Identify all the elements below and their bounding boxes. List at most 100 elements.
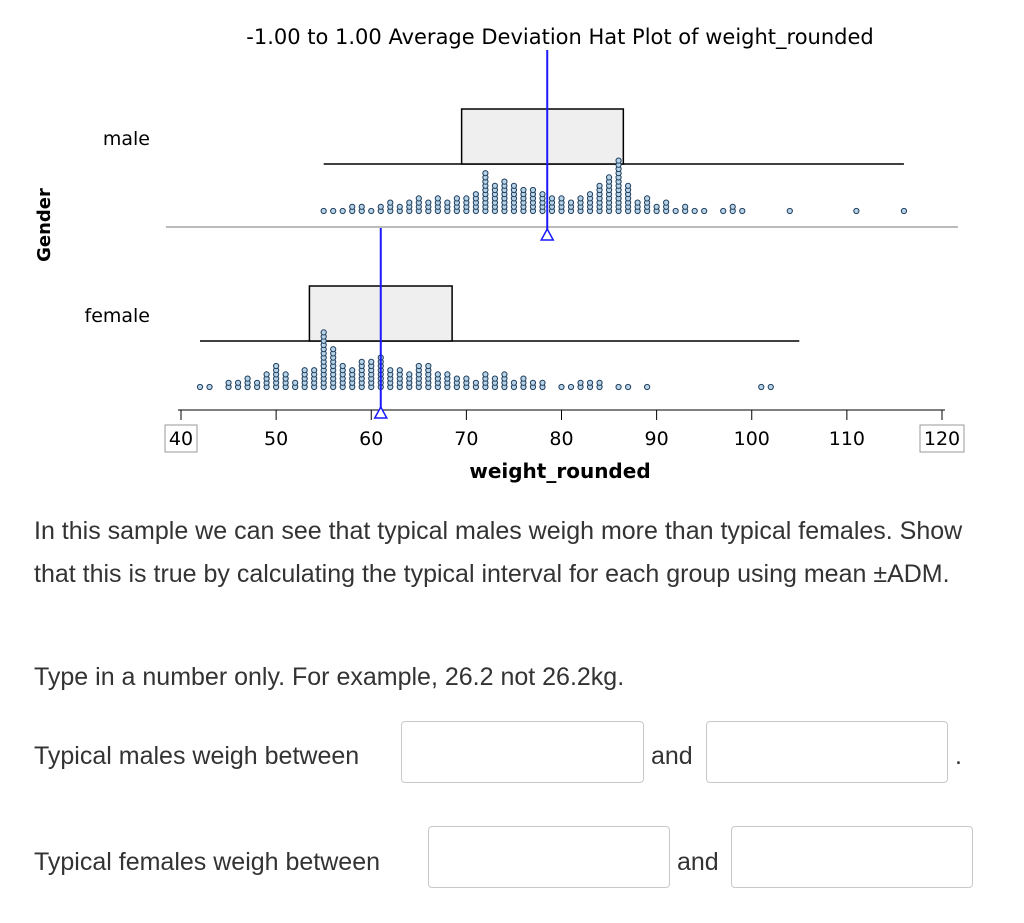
y-axis-label: Gender [34, 188, 55, 262]
instruction-paragraph: Type in a number only. For example, 26.2… [34, 663, 625, 691]
data-point [349, 367, 356, 374]
data-point [482, 170, 489, 177]
data-point [615, 157, 622, 164]
x-tick-label: 110 [829, 428, 865, 450]
data-point [387, 367, 394, 374]
males-label: Typical males weigh between [34, 742, 360, 770]
x-tick-label: 40 [169, 428, 193, 450]
data-point [358, 203, 365, 210]
data-point [234, 379, 242, 386]
data-point [701, 207, 708, 215]
females-label: Typical females weigh between [34, 848, 381, 876]
data-point [539, 191, 546, 198]
hat-plot-chart: -1.00 to 1.00 Average Deviation Hat Plot… [34, 25, 965, 483]
group-label-female: female [85, 305, 151, 327]
data-point [453, 195, 460, 202]
data-point [682, 203, 689, 210]
female-upper-input[interactable] [731, 826, 973, 888]
data-point [501, 178, 508, 185]
x-tick-label: 50 [264, 428, 288, 450]
x-tick-label: 90 [645, 428, 669, 450]
data-point [758, 383, 765, 391]
data-point [491, 375, 499, 382]
data-point [225, 379, 232, 386]
data-point [596, 379, 603, 386]
data-point [767, 383, 774, 391]
group-label-male: male [103, 128, 150, 150]
data-point [548, 195, 556, 202]
data-point [434, 371, 441, 378]
data-point [273, 362, 280, 370]
data-point [425, 362, 432, 370]
data-point [720, 207, 727, 215]
data-point [415, 362, 422, 370]
data-point [434, 195, 441, 202]
data-point [472, 191, 479, 198]
data-point [529, 186, 537, 194]
data-point [634, 199, 641, 206]
data-point [358, 358, 365, 365]
data-point [206, 383, 213, 391]
data-point [501, 371, 508, 378]
data-point [368, 358, 375, 365]
data-point [396, 367, 403, 374]
data-point [567, 383, 575, 391]
data-point [786, 207, 793, 215]
x-tick-label: 60 [359, 428, 383, 450]
data-point [520, 375, 527, 382]
female-lower-input[interactable] [428, 826, 670, 888]
data-point [368, 207, 375, 215]
data-point [301, 367, 308, 374]
data-point [320, 207, 327, 215]
data-point [644, 195, 651, 202]
data-point [349, 203, 356, 210]
data-point [644, 383, 651, 391]
data-point [387, 199, 394, 206]
data-point [491, 182, 499, 189]
data-point [729, 203, 736, 210]
data-point [577, 195, 584, 202]
data-point [482, 371, 489, 378]
male-upper-input[interactable] [706, 721, 948, 783]
data-point [444, 371, 451, 378]
x-axis-ticks: 40 50 60 70 80 90 100 110 120 [164, 410, 965, 453]
data-point [453, 375, 460, 382]
data-point [691, 207, 698, 215]
data-point [406, 199, 413, 206]
data-point [520, 186, 527, 194]
data-point [539, 379, 546, 386]
data-point [577, 379, 584, 386]
data-point [311, 367, 318, 374]
data-point [653, 203, 660, 210]
data-point [396, 203, 403, 210]
data-point [292, 379, 299, 386]
data-point [624, 182, 632, 189]
data-point [510, 379, 518, 386]
male-lower-input[interactable] [401, 721, 644, 783]
data-point [558, 195, 565, 202]
x-tick-label: 80 [549, 428, 573, 450]
data-point [339, 207, 346, 215]
data-point [463, 375, 470, 382]
data-point [586, 379, 594, 386]
period-mark: . [955, 742, 962, 770]
data-point [672, 207, 679, 215]
data-point [254, 379, 261, 386]
data-point [377, 203, 384, 210]
data-point [605, 174, 613, 181]
x-axis-label: weight_rounded [469, 459, 650, 483]
male-dot-group [320, 50, 908, 241]
data-point [425, 199, 432, 206]
mean-triangle-marker [539, 227, 555, 241]
females-and-label: and [677, 848, 719, 876]
female-dot-group [196, 228, 800, 419]
data-point [339, 362, 346, 370]
data-point [444, 199, 451, 206]
data-point [586, 191, 594, 198]
question-paragraph: In this sample we can see that typical m… [34, 517, 963, 588]
x-tick-bound-box [164, 424, 198, 453]
hat-box [460, 108, 625, 165]
x-tick-label: 100 [734, 428, 770, 450]
data-point [244, 375, 251, 382]
data-point [472, 379, 479, 386]
